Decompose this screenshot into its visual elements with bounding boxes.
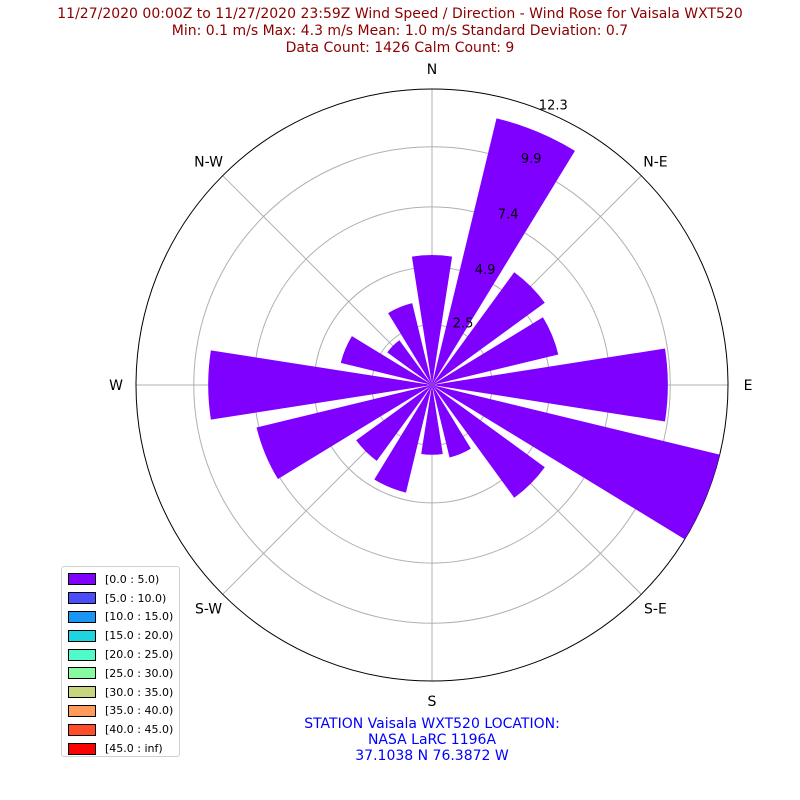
legend-label: [45.0 : inf): [105, 742, 163, 756]
legend-swatch: [68, 610, 96, 623]
legend-label: [5.0 : 10.0): [105, 591, 167, 605]
wind-bar: [411, 255, 453, 385]
legend-item: [20.0 : 25.0): [62, 645, 179, 664]
wind-bar: [432, 385, 720, 540]
legend-item: [45.0 : inf): [62, 739, 179, 758]
legend-label: [15.0 : 20.0): [105, 629, 174, 643]
legend-label: [10.0 : 15.0): [105, 610, 174, 624]
direction-label: N-W: [194, 155, 223, 171]
legend-swatch: [68, 648, 96, 661]
wind-bar: [388, 303, 432, 385]
direction-label: N: [427, 62, 437, 78]
wind-bar: [432, 348, 668, 422]
legend-swatch: [68, 686, 96, 699]
legend-item: [10.0 : 15.0): [62, 608, 179, 627]
wind-bar: [387, 340, 432, 385]
legend-item: [35.0 : 40.0): [62, 702, 179, 721]
outer-circle: [135, 88, 729, 682]
wind-bar: [432, 272, 545, 385]
wind-bar: [374, 385, 432, 493]
direction-labels: N N-E E S-E S S-W W N-W: [109, 62, 752, 710]
legend-label: [25.0 : 30.0): [105, 666, 174, 680]
legend-swatch: [68, 723, 96, 736]
wind-bar: [256, 385, 432, 480]
station-line-3: 37.1038 N 76.3872 W: [355, 748, 509, 764]
radial-tick-labels: 2.5 4.9 7.4 9.9 12.3: [453, 99, 568, 332]
direction-label: S-W: [195, 601, 222, 617]
legend-item: [40.0 : 45.0): [62, 720, 179, 739]
chart-title: 11/27/2020 00:00Z to 11/27/2020 23:59Z W…: [0, 6, 800, 57]
wind-bar: [340, 336, 432, 385]
legend-label: [30.0 : 35.0): [105, 685, 174, 699]
wind-bar: [421, 385, 443, 455]
wind-bar: [432, 385, 545, 498]
radial-tick-label: 12.3: [539, 99, 568, 114]
direction-label: S-E: [644, 601, 667, 617]
title-line-1: 11/27/2020 00:00Z to 11/27/2020 23:59Z W…: [57, 6, 743, 22]
legend-label: [35.0 : 40.0): [105, 704, 174, 718]
direction-label: S: [428, 694, 437, 710]
legend-item: [15.0 : 20.0): [62, 626, 179, 645]
radial-tick-label: 4.9: [475, 263, 496, 278]
station-info: STATION Vaisala WXT520 LOCATION: NASA La…: [0, 716, 800, 764]
radial-tick-label: 7.4: [498, 207, 519, 222]
legend-swatch: [68, 742, 96, 755]
wind-bar: [208, 350, 432, 420]
legend-item: [30.0 : 35.0): [62, 683, 179, 702]
wind-bar: [432, 118, 575, 385]
station-line-1: STATION Vaisala WXT520 LOCATION:: [304, 716, 560, 732]
direction-label: N-E: [643, 155, 667, 171]
legend-label: [0.0 : 5.0): [105, 572, 160, 586]
title-line-2: Min: 0.1 m/s Max: 4.3 m/s Mean: 1.0 m/s …: [171, 23, 629, 39]
legend-swatch: [68, 573, 96, 586]
title-line-3: Data Count: 1426 Calm Count: 9: [285, 40, 515, 56]
direction-label: E: [744, 378, 753, 394]
legend: [0.0 : 5.0) [5.0 : 10.0) [10.0 : 15.0) [15.…: [61, 566, 180, 757]
wind-bars: [208, 118, 720, 540]
wind-bar: [356, 385, 432, 461]
radial-tick-label: 2.5: [453, 316, 474, 331]
legend-swatch: [68, 667, 96, 680]
legend-label: [40.0 : 45.0): [105, 723, 174, 737]
legend-item: [25.0 : 30.0): [62, 664, 179, 683]
direction-label: W: [109, 378, 123, 394]
wind-bar: [432, 317, 559, 385]
legend-swatch: [68, 629, 96, 642]
legend-item: [5.0 : 10.0): [62, 589, 179, 608]
wind-bar: [432, 385, 471, 458]
station-line-2: NASA LaRC 1196A: [367, 732, 497, 748]
radial-tick-label: 9.9: [521, 152, 542, 167]
legend-label: [20.0 : 25.0): [105, 648, 174, 662]
legend-swatch: [68, 592, 96, 605]
legend-item: [0.0 : 5.0): [62, 570, 179, 589]
legend-swatch: [68, 704, 96, 717]
